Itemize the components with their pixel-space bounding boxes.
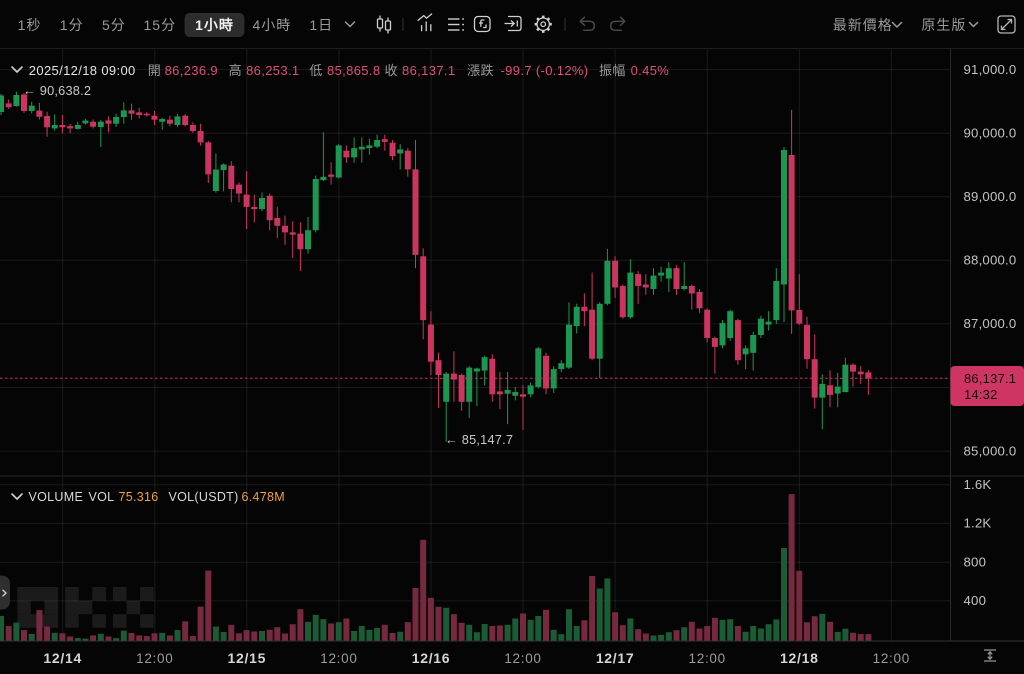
svg-text:5分: 5分 <box>102 17 126 33</box>
svg-text:86,137.1: 86,137.1 <box>402 63 455 78</box>
svg-text:1.2K: 1.2K <box>964 516 992 531</box>
svg-text:12:00: 12:00 <box>136 651 173 666</box>
svg-text:87,000.0: 87,000.0 <box>964 316 1017 331</box>
svg-text:0.45%: 0.45% <box>631 63 670 78</box>
svg-text:86,253.1: 86,253.1 <box>246 63 299 78</box>
svg-text:原生版: 原生版 <box>921 17 966 33</box>
svg-text:VOL: VOL <box>89 490 115 504</box>
svg-text:12:00: 12:00 <box>689 651 726 666</box>
svg-text:高: 高 <box>229 63 242 78</box>
svg-text:低: 低 <box>309 63 322 78</box>
svg-text:12/18: 12/18 <box>780 650 819 666</box>
svg-text:振幅: 振幅 <box>599 63 626 78</box>
svg-text:1.6K: 1.6K <box>964 477 992 492</box>
svg-text:85,865.8: 85,865.8 <box>327 63 380 78</box>
svg-text:1日: 1日 <box>309 17 333 33</box>
svg-text:91,000.0: 91,000.0 <box>964 62 1017 77</box>
svg-text:← 85,147.7: ← 85,147.7 <box>445 432 513 447</box>
svg-text:90,000.0: 90,000.0 <box>964 125 1017 140</box>
svg-text:12/15: 12/15 <box>228 650 267 666</box>
svg-text:12:00: 12:00 <box>320 651 357 666</box>
svg-text:12/16: 12/16 <box>412 650 451 666</box>
svg-text:75.316: 75.316 <box>119 490 159 504</box>
svg-text:12/17: 12/17 <box>596 650 635 666</box>
svg-text:86,236.9: 86,236.9 <box>165 63 218 78</box>
svg-text:12/14: 12/14 <box>43 650 82 666</box>
svg-text:400: 400 <box>964 593 987 608</box>
svg-text:2025/12/18 09:00: 2025/12/18 09:00 <box>29 63 136 78</box>
svg-text:-99.7 (-0.12%): -99.7 (-0.12%) <box>501 63 589 78</box>
svg-text:12:00: 12:00 <box>504 651 541 666</box>
svg-text:1秒: 1秒 <box>18 17 42 33</box>
svg-text:85,000.0: 85,000.0 <box>964 443 1017 458</box>
svg-text:4小時: 4小時 <box>253 17 292 33</box>
svg-text:15分: 15分 <box>144 17 177 33</box>
svg-text:86,137.1: 86,137.1 <box>964 371 1016 386</box>
svg-text:89,000.0: 89,000.0 <box>964 189 1017 204</box>
svg-text:VOL(USDT): VOL(USDT) <box>169 490 239 504</box>
svg-text:最新價格: 最新價格 <box>833 17 893 33</box>
svg-text:收: 收 <box>385 63 398 78</box>
svg-text:800: 800 <box>964 554 987 569</box>
svg-text:1小時: 1小時 <box>195 17 234 33</box>
svg-text:VOLUME: VOLUME <box>29 490 84 504</box>
svg-text:88,000.0: 88,000.0 <box>964 253 1017 268</box>
svg-text:開: 開 <box>148 63 161 78</box>
svg-text:6.478M: 6.478M <box>242 490 286 504</box>
svg-text:漲跌: 漲跌 <box>467 63 494 78</box>
svg-text:14:32: 14:32 <box>964 387 998 402</box>
svg-text:12:00: 12:00 <box>873 651 910 666</box>
svg-text:1分: 1分 <box>60 17 84 33</box>
svg-text:← 90,638.2: ← 90,638.2 <box>23 83 91 98</box>
